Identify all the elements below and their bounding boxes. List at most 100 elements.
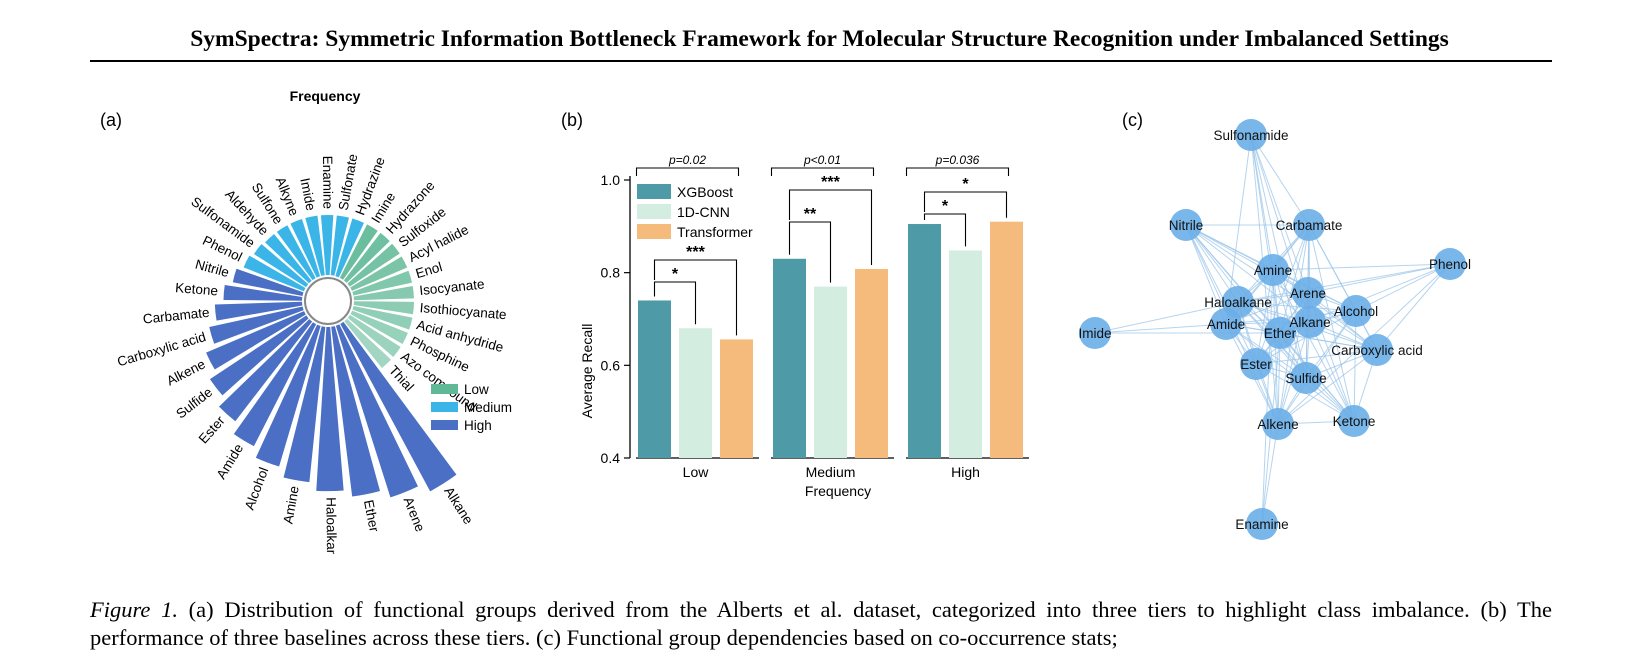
- network-edge: [1225, 310, 1357, 325]
- network-edge: [1308, 224, 1355, 422]
- network-node-label-amine: Amine: [1254, 263, 1292, 278]
- network-node-label-phenol: Phenol: [1429, 257, 1471, 272]
- network-node-alkene: [1262, 408, 1294, 440]
- figure-c-network-graph: (c) Sulfonamide Nitrile Carbamate Phenol Ami…: [1078, 110, 1471, 540]
- network-node-sulfide: [1290, 362, 1322, 394]
- bar-transformer-medium: [855, 268, 888, 458]
- radial-label-isothiocyanate: Isothiocyanate: [419, 300, 507, 322]
- caption-figure-label: Figure 1.: [90, 597, 178, 622]
- radial-bar-azo-compound: [347, 314, 401, 357]
- network-edge: [1185, 224, 1227, 325]
- radial-bar-ketone: [223, 284, 303, 301]
- network-node-label-alkene: Alkene: [1257, 417, 1298, 432]
- figure-a-label: (a): [100, 110, 122, 130]
- network-nodes: Sulfonamide Nitrile Carbamate Phenol Amine Ar…: [1078, 119, 1471, 540]
- radial-label-isocyanate: Isocyanate: [419, 276, 485, 298]
- network-edge: [1376, 263, 1451, 351]
- significance-brackets: p=0.02****p<0.01*****p=0.036**: [635, 153, 1010, 336]
- legend-label-transformer: Transformer: [677, 224, 753, 240]
- radial-bar-alkane: [340, 321, 457, 492]
- network-node-label-ketone: Ketone: [1333, 414, 1376, 429]
- y-tick-label: 1.0: [601, 172, 621, 188]
- radial-bar-phosphine: [350, 310, 408, 345]
- network-node-carboxylic-acid: [1361, 334, 1393, 366]
- network-node-label-amide: Amide: [1207, 317, 1245, 332]
- network-node-label-ester: Ester: [1240, 357, 1272, 372]
- significance-bracket-short: [923, 213, 967, 247]
- radial-label-alcohol: Alcohol: [242, 465, 272, 512]
- significance-stars-short-medium: **: [804, 206, 817, 223]
- network-node-ether: [1264, 317, 1296, 349]
- significance-bracket-short: [653, 281, 697, 325]
- network-edge: [1277, 349, 1378, 425]
- legend-swatch-low: [431, 384, 458, 394]
- p-value-label-medium: p<0.01: [803, 153, 841, 167]
- network-node-label-carboxylic-acid: Carboxylic acid: [1331, 343, 1423, 358]
- significance-stars-long-medium: ***: [821, 174, 840, 191]
- network-node-amide: [1210, 308, 1242, 340]
- network-node-arene: [1292, 277, 1324, 309]
- radial-bar-isothiocyanate: [353, 301, 414, 315]
- network-node-alcohol: [1340, 295, 1372, 327]
- radial-center-circle: [304, 277, 352, 325]
- x-axis-label: Frequency: [805, 483, 871, 499]
- bar-chart-bars: [638, 221, 1023, 458]
- legend-swatch-transformer: [637, 224, 671, 239]
- network-node-label-carbamate: Carbamate: [1276, 218, 1343, 233]
- bar-1d-cnn-medium: [814, 286, 847, 458]
- radial-bar-hydrazine: [335, 218, 364, 278]
- radial-label-alkane: Alkane: [441, 484, 476, 527]
- figure-b-label: (b): [561, 110, 583, 130]
- radial-bar-amide: [233, 322, 317, 447]
- network-node-label-alkane: Alkane: [1289, 315, 1330, 330]
- radial-bar-amine: [283, 326, 326, 483]
- network-edge: [1185, 224, 1378, 351]
- network-edge: [1250, 134, 1281, 334]
- bar-transformer-high: [990, 221, 1023, 458]
- radial-bar-nitrile: [232, 268, 304, 296]
- network-edge: [1272, 263, 1451, 271]
- x-tick-label-medium: Medium: [806, 464, 856, 480]
- radial-bar-carbamate: [214, 301, 303, 321]
- p-value-bracket: [770, 167, 875, 176]
- bar-1d-cnn-high: [949, 250, 982, 458]
- network-edge: [1279, 224, 1310, 334]
- network-edge: [1250, 134, 1309, 294]
- network-node-enamine: [1246, 508, 1278, 540]
- network-node-ester: [1240, 348, 1272, 380]
- legend-label-medium: Medium: [464, 400, 512, 415]
- radial-bar-phenol: [243, 255, 306, 292]
- legend-swatch-high: [431, 420, 458, 430]
- legend-label-high: High: [464, 418, 492, 433]
- radial-label-ether: Ether: [361, 499, 382, 534]
- network-node-label-sulfide: Sulfide: [1285, 371, 1326, 386]
- radial-label-imide: Imide: [297, 177, 318, 212]
- legend-label-1d-cnn: 1D-CNN: [677, 204, 730, 220]
- title-rule: [90, 60, 1552, 62]
- figure-caption: Figure 1. (a) Distribution of functional…: [90, 597, 1552, 650]
- radial-chart-title: Frequency: [290, 88, 361, 104]
- paper-title: SymSpectra: Symmetric Information Bottle…: [190, 26, 1449, 52]
- significance-bracket-short: [788, 221, 832, 283]
- radial-label-nitrile: Nitrile: [194, 257, 231, 281]
- radial-bar-acid-anhydride: [352, 306, 413, 330]
- radial-bar-aldehyde: [265, 233, 312, 284]
- radial-label-amine: Amine: [280, 485, 301, 525]
- significance-bracket-long: [653, 259, 738, 336]
- radial-bar-imine: [339, 224, 378, 280]
- radial-label-carbamate: Carbamate: [142, 305, 210, 327]
- network-node-label-enamine: Enamine: [1235, 517, 1288, 532]
- radial-bar-ester: [219, 319, 313, 422]
- radial-bar-hydrazone: [343, 232, 390, 283]
- network-node-label-haloalkane: Haloalkane: [1204, 295, 1272, 310]
- radial-bar-arene: [335, 324, 418, 498]
- radial-label-enol: Enol: [414, 259, 444, 281]
- network-edge: [1094, 323, 1227, 334]
- network-node-label-sulfonamide: Sulfonamide: [1213, 128, 1288, 143]
- network-edge: [1272, 269, 1355, 422]
- network-node-sulfonamide: [1235, 119, 1267, 151]
- legend-swatch-1d-cnn: [637, 204, 671, 219]
- bar-transformer-low: [720, 339, 753, 458]
- p-value-bracket: [635, 167, 740, 176]
